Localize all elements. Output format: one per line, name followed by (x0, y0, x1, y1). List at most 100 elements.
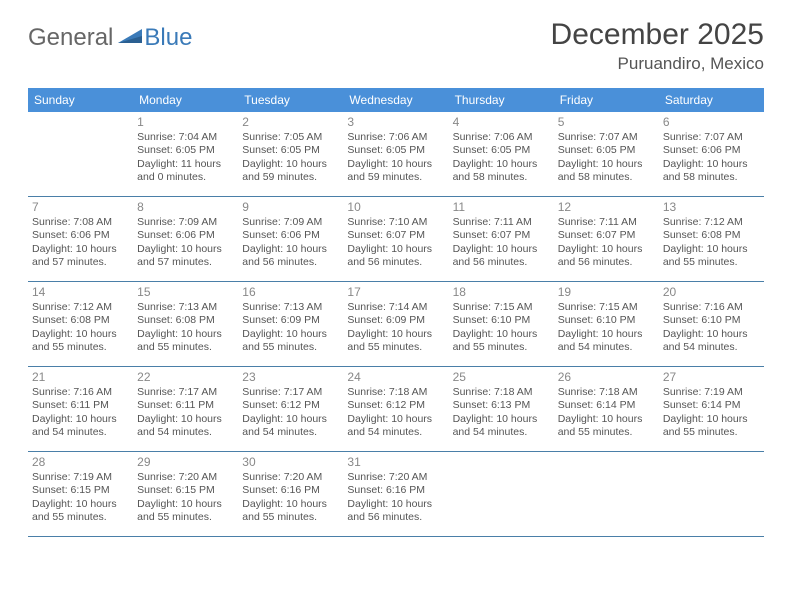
sunset-text: Sunset: 6:15 PM (32, 484, 129, 497)
sunrise-text: Sunrise: 7:10 AM (347, 216, 444, 229)
day-number: 12 (558, 200, 655, 214)
daylight-text: Daylight: 10 hours and 54 minutes. (453, 413, 550, 440)
sunset-text: Sunset: 6:12 PM (347, 399, 444, 412)
week-row: 14Sunrise: 7:12 AMSunset: 6:08 PMDayligh… (28, 282, 764, 367)
sunrise-text: Sunrise: 7:20 AM (347, 471, 444, 484)
sunset-text: Sunset: 6:06 PM (137, 229, 234, 242)
daylight-text: Daylight: 10 hours and 54 minutes. (32, 413, 129, 440)
day-cell: 26Sunrise: 7:18 AMSunset: 6:14 PMDayligh… (554, 367, 659, 451)
dow-friday: Friday (554, 88, 659, 112)
daylight-text: Daylight: 10 hours and 55 minutes. (32, 498, 129, 525)
sunset-text: Sunset: 6:08 PM (137, 314, 234, 327)
daylight-text: Daylight: 10 hours and 56 minutes. (453, 243, 550, 270)
sunset-text: Sunset: 6:07 PM (558, 229, 655, 242)
day-number: 31 (347, 455, 444, 469)
day-cell: 18Sunrise: 7:15 AMSunset: 6:10 PMDayligh… (449, 282, 554, 366)
sunrise-text: Sunrise: 7:13 AM (242, 301, 339, 314)
day-number: 5 (558, 115, 655, 129)
sunset-text: Sunset: 6:07 PM (347, 229, 444, 242)
day-number: 14 (32, 285, 129, 299)
day-cell: 23 Sunrise: 7:17 AMSunset: 6:12 PMDayligh… (238, 367, 343, 451)
week-row: 7Sunrise: 7:08 AMSunset: 6:06 PMDaylight… (28, 197, 764, 282)
day-cell: 27Sunrise: 7:19 AMSunset: 6:14 PMDayligh… (659, 367, 764, 451)
day-cell: 11Sunrise: 7:11 AMSunset: 6:07 PMDayligh… (449, 197, 554, 281)
day-number: 18 (453, 285, 550, 299)
day-cell: 4Sunrise: 7:06 AMSunset: 6:05 PMDaylight… (449, 112, 554, 196)
day-number: 30 (242, 455, 339, 469)
sunrise-text: Sunrise: 7:05 AM (242, 131, 339, 144)
daylight-text: Daylight: 10 hours and 54 minutes. (663, 328, 760, 355)
day-number: 2 (242, 115, 339, 129)
sunrise-text: Sunrise: 7:15 AM (558, 301, 655, 314)
sunset-text: Sunset: 6:06 PM (242, 229, 339, 242)
day-cell-empty (554, 452, 659, 536)
sunset-text: Sunset: 6:05 PM (558, 144, 655, 157)
sunset-text: Sunset: 6:05 PM (347, 144, 444, 157)
day-cell: 20Sunrise: 7:16 AMSunset: 6:10 PMDayligh… (659, 282, 764, 366)
daylight-text: Daylight: 10 hours and 55 minutes. (347, 328, 444, 355)
sunset-text: Sunset: 6:13 PM (453, 399, 550, 412)
day-number: 27 (663, 370, 760, 384)
day-cell: 1Sunrise: 7:04 AMSunset: 6:05 PMDaylight… (133, 112, 238, 196)
daylight-text: Daylight: 10 hours and 56 minutes. (558, 243, 655, 270)
day-number: 3 (347, 115, 444, 129)
day-number: 29 (137, 455, 234, 469)
daylight-text: Daylight: 10 hours and 55 minutes. (663, 413, 760, 440)
daylight-text: Daylight: 10 hours and 54 minutes. (242, 413, 339, 440)
dow-saturday: Saturday (659, 88, 764, 112)
daylight-text: Daylight: 10 hours and 54 minutes. (137, 413, 234, 440)
sunset-text: Sunset: 6:05 PM (242, 144, 339, 157)
day-cell: 6Sunrise: 7:07 AMSunset: 6:06 PMDaylight… (659, 112, 764, 196)
day-cell-empty (28, 112, 133, 196)
day-cell: 21Sunrise: 7:16 AMSunset: 6:11 PMDayligh… (28, 367, 133, 451)
sunrise-text: Sunrise: 7:12 AM (663, 216, 760, 229)
day-cell: 17Sunrise: 7:14 AMSunset: 6:09 PMDayligh… (343, 282, 448, 366)
sunrise-text: Sunrise: 7:20 AM (242, 471, 339, 484)
sunset-text: Sunset: 6:14 PM (558, 399, 655, 412)
day-number: 16 (242, 285, 339, 299)
day-cell: 29Sunrise: 7:20 AMSunset: 6:15 PMDayligh… (133, 452, 238, 536)
day-number: 19 (558, 285, 655, 299)
sunset-text: Sunset: 6:15 PM (137, 484, 234, 497)
sunrise-text: Sunrise: 7:11 AM (558, 216, 655, 229)
sunset-text: Sunset: 6:16 PM (242, 484, 339, 497)
day-cell: 13Sunrise: 7:12 AMSunset: 6:08 PMDayligh… (659, 197, 764, 281)
daylight-text: Daylight: 10 hours and 55 minutes. (242, 328, 339, 355)
daylight-text: Daylight: 10 hours and 56 minutes. (347, 243, 444, 270)
logo-triangle-icon (118, 27, 142, 43)
sunset-text: Sunset: 6:11 PM (32, 399, 129, 412)
sunrise-text: Sunrise: 7:17 AM (137, 386, 234, 399)
sunset-text: Sunset: 6:11 PM (137, 399, 234, 412)
sunset-text: Sunset: 6:12 PM (242, 399, 339, 412)
day-cell: 2Sunrise: 7:05 AMSunset: 6:05 PMDaylight… (238, 112, 343, 196)
day-number: 23 (242, 370, 339, 384)
calendar: SundayMondayTuesdayWednesdayThursdayFrid… (28, 88, 764, 537)
daylight-text: Daylight: 10 hours and 55 minutes. (137, 498, 234, 525)
day-number: 25 (453, 370, 550, 384)
sunset-text: Sunset: 6:08 PM (32, 314, 129, 327)
day-number: 28 (32, 455, 129, 469)
day-number: 8 (137, 200, 234, 214)
sunrise-text: Sunrise: 7:04 AM (137, 131, 234, 144)
daylight-text: Daylight: 10 hours and 57 minutes. (32, 243, 129, 270)
sunrise-text: Sunrise: 7:15 AM (453, 301, 550, 314)
daylight-text: Daylight: 10 hours and 55 minutes. (558, 413, 655, 440)
sunrise-text: Sunrise: 7:07 AM (663, 131, 760, 144)
logo-word-general: General (28, 24, 113, 52)
daylight-text: Daylight: 10 hours and 55 minutes. (453, 328, 550, 355)
week-row: 21Sunrise: 7:16 AMSunset: 6:11 PMDayligh… (28, 367, 764, 452)
day-number: 9 (242, 200, 339, 214)
sunset-text: Sunset: 6:10 PM (558, 314, 655, 327)
day-cell: 5Sunrise: 7:07 AMSunset: 6:05 PMDaylight… (554, 112, 659, 196)
day-number: 10 (347, 200, 444, 214)
sunrise-text: Sunrise: 7:07 AM (558, 131, 655, 144)
sunrise-text: Sunrise: 7:17 AM (242, 386, 339, 399)
page-title: December 2025 (551, 18, 764, 52)
sunrise-text: Sunrise: 7:13 AM (137, 301, 234, 314)
day-cell: 19Sunrise: 7:15 AMSunset: 6:10 PMDayligh… (554, 282, 659, 366)
day-cell-empty (449, 452, 554, 536)
day-of-week-header: SundayMondayTuesdayWednesdayThursdayFrid… (28, 88, 764, 112)
sunrise-text: Sunrise: 7:18 AM (453, 386, 550, 399)
daylight-text: Daylight: 10 hours and 56 minutes. (242, 243, 339, 270)
daylight-text: Daylight: 10 hours and 55 minutes. (242, 498, 339, 525)
